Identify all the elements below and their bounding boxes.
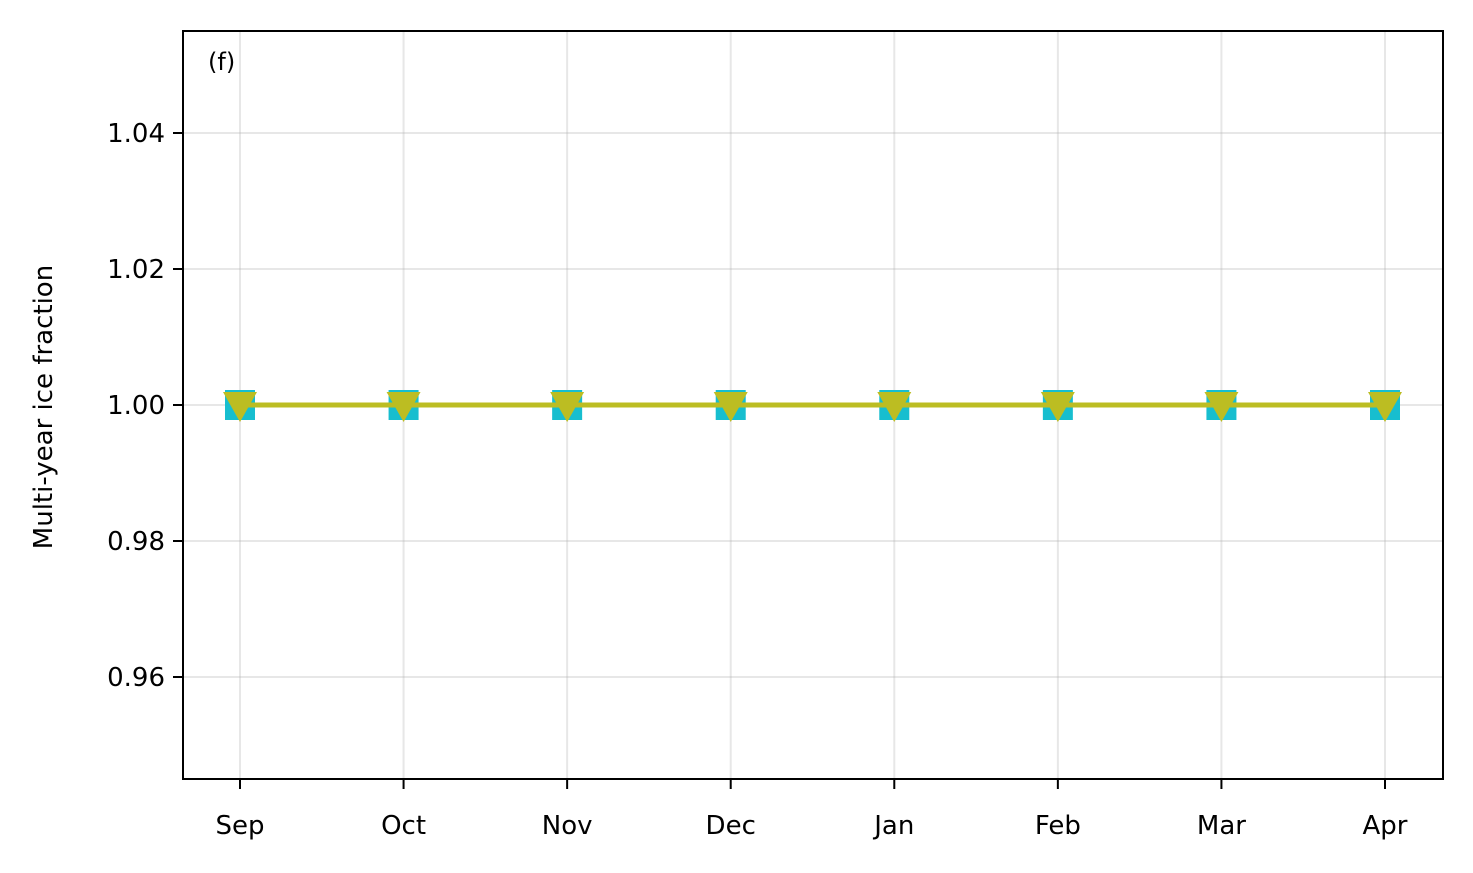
x-tick-label: Dec	[706, 811, 756, 841]
x-tick-label: Jan	[872, 811, 914, 841]
x-tick-label: Mar	[1197, 811, 1246, 841]
y-tick-label: 1.04	[107, 119, 165, 149]
x-tick-label: Sep	[215, 811, 264, 841]
x-tick-label: Feb	[1035, 811, 1081, 841]
x-tick-label: Apr	[1363, 811, 1408, 841]
series-layer	[223, 390, 1402, 422]
series-marker-triangle	[550, 392, 585, 422]
series-marker-triangle	[223, 392, 257, 422]
y-tick-label: 1.02	[107, 255, 165, 285]
x-tick-label: Nov	[542, 811, 593, 841]
panel-label: (f)	[208, 48, 235, 76]
series-marker-triangle	[1368, 392, 1402, 422]
axes: 0.96 0.98 1.00 1.02 1.04 Sep Oct Nov Dec Jan Feb Ma…	[107, 119, 1408, 841]
series-marker-triangle	[713, 392, 748, 422]
series-marker-triangle	[1204, 392, 1239, 422]
series-marker-triangle	[386, 392, 421, 422]
series-marker-triangle	[877, 392, 912, 422]
y-tick-label: 0.98	[107, 527, 165, 557]
series-marker-triangle	[1040, 392, 1075, 422]
y-axis-label: Multi-year ice fraction	[29, 265, 59, 549]
x-tick-label: Oct	[381, 811, 426, 841]
y-tick-label: 0.96	[107, 663, 165, 693]
y-tick-label: 1.00	[107, 391, 165, 421]
